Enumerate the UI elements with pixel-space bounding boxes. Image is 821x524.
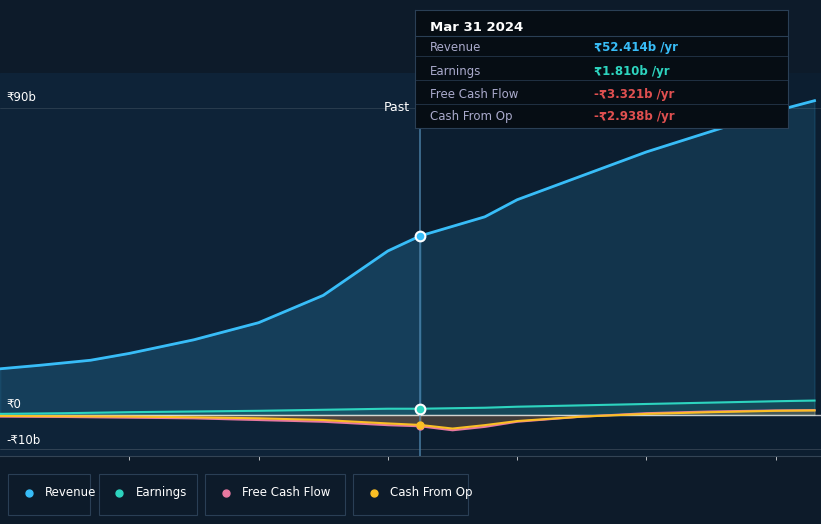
Text: Free Cash Flow: Free Cash Flow [429,88,518,101]
Text: Earnings: Earnings [135,486,187,499]
Text: ₹90b: ₹90b [7,91,36,104]
Text: ₹52.414b /yr: ₹52.414b /yr [594,41,678,54]
Text: ₹1.810b /yr: ₹1.810b /yr [594,65,670,78]
Text: Past: Past [383,101,410,114]
Text: Earnings: Earnings [429,65,481,78]
Bar [420,73,821,456]
Text: Cash From Op: Cash From Op [390,486,472,499]
Text: Free Cash Flow: Free Cash Flow [242,486,331,499]
Text: -₹3.321b /yr: -₹3.321b /yr [594,88,674,101]
Text: Revenue: Revenue [45,486,97,499]
Text: -₹10b: -₹10b [7,434,41,447]
Text: -₹2.938b /yr: -₹2.938b /yr [594,110,675,123]
Text: Revenue: Revenue [429,41,481,54]
Bar [0,73,420,456]
Text: Analysts Forecasts: Analysts Forecasts [430,101,547,114]
Text: Mar 31 2024: Mar 31 2024 [429,21,523,34]
Text: ₹0: ₹0 [7,398,21,411]
Text: Cash From Op: Cash From Op [429,110,512,123]
